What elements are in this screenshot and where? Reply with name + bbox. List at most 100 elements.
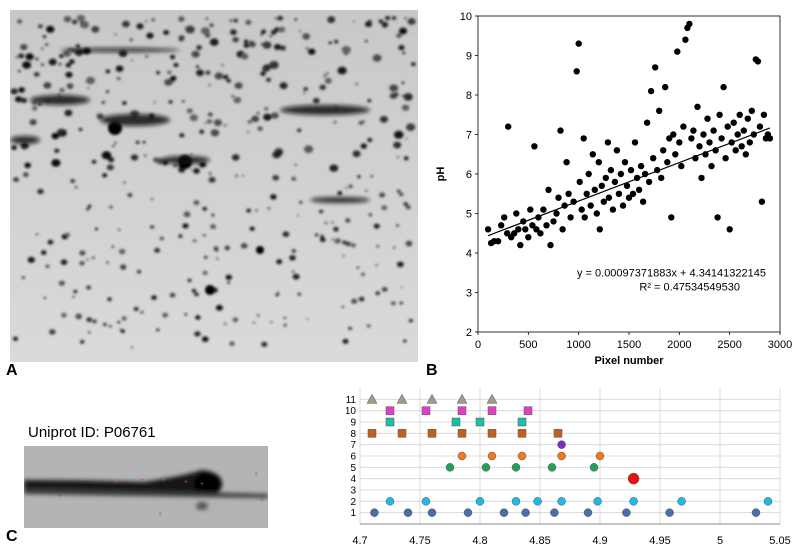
gel-spot bbox=[405, 138, 408, 140]
gel-spot bbox=[87, 331, 91, 334]
gel-spot bbox=[37, 188, 44, 195]
gel-spot bbox=[297, 214, 300, 217]
marker-square bbox=[553, 429, 563, 438]
marker-circle bbox=[511, 497, 521, 506]
gel-spot bbox=[18, 69, 21, 73]
y-tick-label: 6 bbox=[350, 452, 356, 463]
trendline-equation: y = 0.00097371883x + 4.34141322145 bbox=[577, 268, 766, 280]
gel-spot bbox=[85, 76, 96, 85]
gel-spot bbox=[145, 55, 149, 58]
gel-spot bbox=[400, 286, 403, 288]
x-tick-label: 4.9 bbox=[592, 535, 607, 547]
gel-spot bbox=[201, 336, 209, 343]
gel-spot bbox=[149, 225, 155, 229]
gel-spot bbox=[40, 47, 44, 50]
data-point bbox=[617, 170, 625, 178]
data-point bbox=[484, 226, 492, 233]
y-tick-label: 6 bbox=[466, 169, 472, 181]
data-point bbox=[670, 131, 677, 138]
gel-spot bbox=[164, 78, 173, 86]
gel-spot bbox=[389, 92, 398, 99]
gel-spot bbox=[127, 193, 133, 198]
data-point bbox=[678, 162, 685, 170]
gel-spot bbox=[202, 206, 207, 211]
r-squared-label: R² = 0.47534549530 bbox=[639, 282, 740, 294]
data-point bbox=[690, 127, 697, 134]
data-point bbox=[760, 111, 768, 119]
gel-spot bbox=[118, 248, 126, 255]
gel-spot bbox=[360, 143, 367, 149]
marker-circle bbox=[751, 508, 761, 517]
gel-spot bbox=[278, 26, 286, 33]
protein-marker: + bbox=[30, 491, 34, 498]
marker-circle bbox=[463, 508, 473, 517]
x-tick-label: 0 bbox=[475, 339, 481, 351]
data-point bbox=[714, 214, 721, 221]
gel-spot bbox=[130, 346, 133, 349]
gel-spot bbox=[195, 315, 201, 320]
gel-spot bbox=[249, 226, 255, 231]
gel-spot bbox=[381, 205, 388, 211]
gel-spot bbox=[362, 120, 366, 123]
data-point bbox=[740, 127, 747, 134]
gel-spot bbox=[46, 25, 55, 33]
gel-spot bbox=[167, 70, 172, 75]
gel-image-a bbox=[10, 10, 418, 362]
y-tick-label: 2 bbox=[466, 327, 472, 339]
gel-spot bbox=[122, 101, 127, 105]
gel-spot bbox=[274, 17, 277, 20]
gel-spot bbox=[142, 141, 146, 144]
gel-spot bbox=[199, 161, 207, 168]
data-point bbox=[540, 206, 547, 213]
protein-marker: + bbox=[140, 477, 144, 484]
gel-spot bbox=[208, 176, 216, 183]
gel-spot bbox=[184, 26, 188, 29]
gel-spot bbox=[351, 298, 358, 304]
gel-spot bbox=[210, 129, 220, 137]
gel-spot bbox=[163, 30, 170, 35]
gel-spot bbox=[35, 57, 39, 61]
x-tick-label: 2000 bbox=[667, 339, 691, 351]
panel-label-a: A bbox=[6, 362, 18, 379]
gel-spot bbox=[319, 84, 327, 91]
gel-spot bbox=[267, 207, 271, 210]
marker-circle bbox=[385, 497, 395, 506]
marker-square bbox=[523, 406, 533, 415]
gel-spot bbox=[333, 226, 339, 232]
gel-spot bbox=[203, 255, 208, 259]
gel-spot bbox=[370, 175, 373, 178]
gel-spot bbox=[378, 19, 384, 24]
gel-spot bbox=[376, 245, 380, 248]
gel-spot bbox=[303, 87, 309, 91]
gel-spot bbox=[297, 292, 302, 296]
gel-spot bbox=[118, 228, 121, 231]
gel-spot bbox=[327, 16, 336, 23]
data-point bbox=[619, 202, 627, 209]
data-point bbox=[718, 135, 725, 142]
data-point bbox=[621, 159, 629, 166]
gel-spot bbox=[397, 261, 404, 268]
gel-spot bbox=[375, 264, 378, 267]
gel-spot bbox=[43, 296, 47, 299]
gel-spot bbox=[401, 81, 405, 84]
gel-spot bbox=[283, 323, 287, 327]
data-point bbox=[615, 190, 623, 197]
gel-spot bbox=[263, 64, 271, 71]
gel-spot bbox=[170, 75, 177, 82]
marker-square bbox=[451, 417, 461, 427]
gel-spot bbox=[208, 172, 212, 175]
gel-spot bbox=[222, 74, 229, 80]
gel-spot bbox=[69, 59, 75, 64]
data-point bbox=[625, 194, 633, 201]
gel-spot bbox=[156, 71, 161, 75]
gel-spot bbox=[243, 43, 250, 48]
x-tick-label: 4.85 bbox=[529, 535, 550, 547]
gel-spot bbox=[396, 189, 401, 193]
gel-spot bbox=[80, 340, 85, 344]
gel-spot bbox=[190, 168, 193, 171]
data-point bbox=[730, 119, 737, 126]
gel-spot bbox=[73, 289, 78, 294]
gel-spot bbox=[116, 76, 121, 81]
x-tick-label: 4.7 bbox=[352, 535, 367, 547]
gel-spot bbox=[162, 312, 169, 318]
